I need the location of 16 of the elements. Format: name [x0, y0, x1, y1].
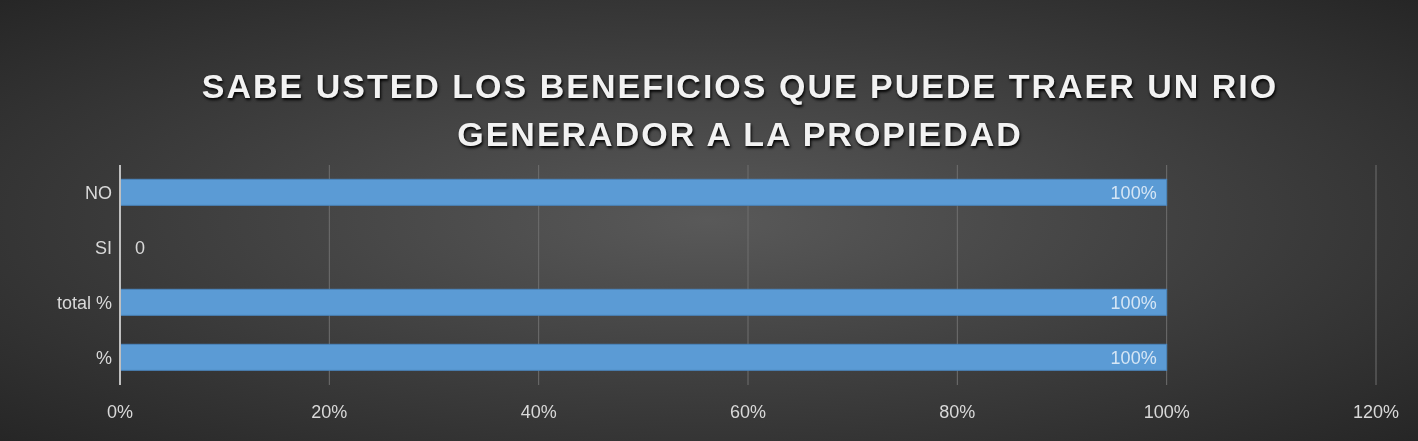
x-tick-label: 0%	[106, 401, 134, 422]
data-label: 100%	[1110, 182, 1157, 203]
data-label: 100%	[1110, 347, 1157, 368]
data-label: 0	[135, 237, 146, 258]
x-tick-label: 80%	[939, 401, 976, 422]
y-tick-label: SI	[94, 237, 112, 258]
x-tick-label: 100%	[1143, 401, 1190, 422]
y-tick-label: total %	[56, 292, 112, 313]
chart-title: SABE USTED LOS BENEFICIOS QUE PUEDE TRAER UN RIO GENERADOR A LA PROPIEDAD	[200, 66, 1280, 155]
x-tick-label: 120%	[1352, 401, 1400, 422]
x-tick-label: 20%	[311, 401, 348, 422]
x-tick-label: 60%	[729, 401, 767, 422]
y-tick-label: NO	[85, 182, 112, 203]
x-tick-label: 40%	[520, 401, 557, 422]
data-label: 100%	[1110, 292, 1157, 313]
y-tick-label: %	[95, 347, 112, 368]
